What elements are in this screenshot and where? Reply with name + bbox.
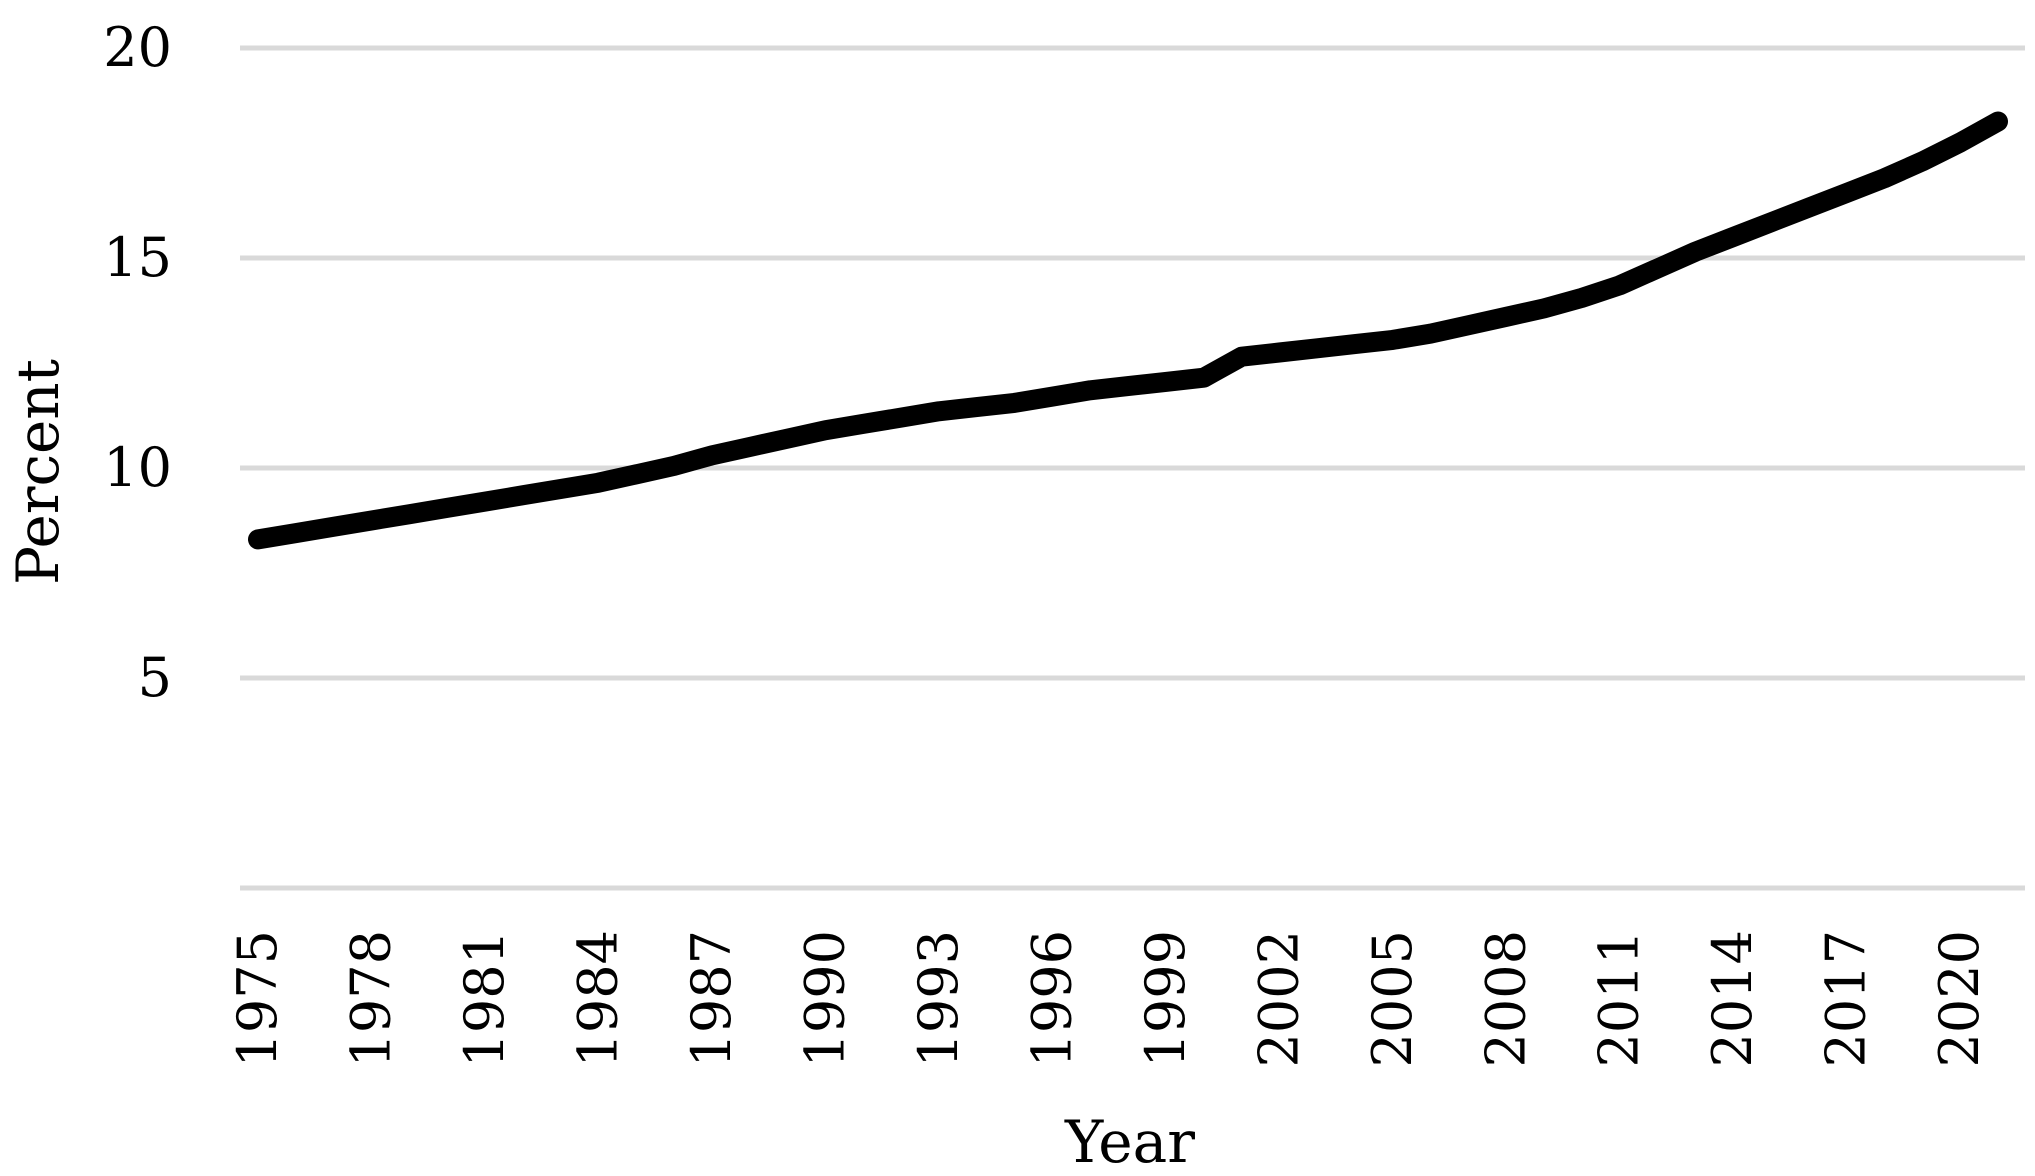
x-tick-label: 1999 [1134,930,1197,1067]
x-tick-label: 2020 [1928,930,1991,1067]
x-axis-ticks: 1975 1978 1981 1984 1987 1990 1993 1996 1999 2002… [226,930,1991,1067]
x-tick-label: 2011 [1588,930,1651,1067]
x-axis-title: Year [1064,1108,1195,1176]
x-tick-label: 2017 [1815,930,1878,1067]
y-axis-title: Percent [4,359,72,585]
y-tick-label: 20 [103,16,172,79]
y-tick-label: 5 [138,646,172,709]
x-tick-label: 1981 [453,930,516,1067]
x-tick-label: 1987 [680,930,743,1067]
x-tick-label: 1984 [566,930,629,1067]
x-tick-label: 1993 [907,930,970,1067]
y-axis-ticks: 5 10 15 20 [103,16,172,709]
x-tick-label: 1990 [793,930,856,1067]
x-tick-label: 1978 [339,930,402,1067]
x-tick-label: 2002 [1247,930,1310,1067]
y-tick-label: 15 [103,226,172,289]
gridlines [240,45,2025,891]
x-tick-label: 2008 [1474,930,1537,1067]
series-group [248,111,2008,550]
x-tick-label: 1975 [226,930,289,1067]
x-tick-label: 1996 [1020,930,1083,1067]
y-tick-label: 10 [103,436,172,499]
x-tick-label: 2005 [1361,930,1424,1067]
x-tick-label: 2014 [1701,930,1764,1067]
series-line [248,111,2008,550]
